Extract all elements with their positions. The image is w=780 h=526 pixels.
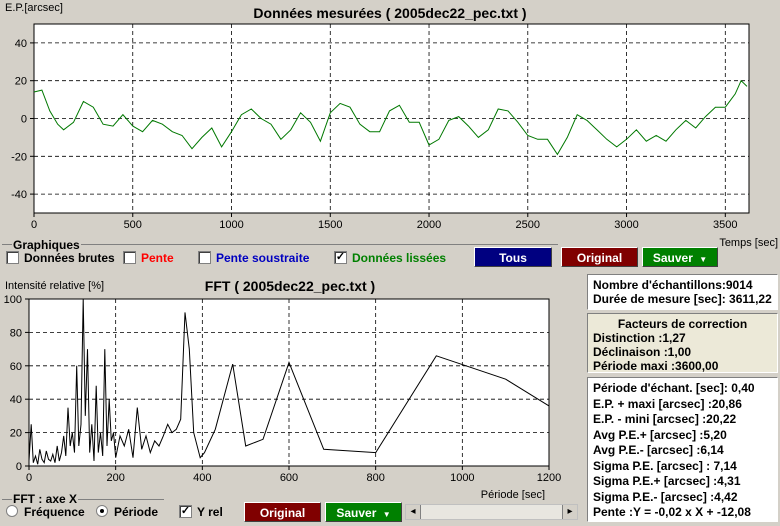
fft-ytick-label: 20 [10,428,22,440]
top-chart-ylabel: E.P.[arcsec] [5,2,63,14]
pente-checkbox[interactable]: Pente [123,250,174,265]
periode-maxi-value: Période maxi :3600,00 [593,359,719,373]
pente-box[interactable] [123,250,136,264]
fft-axis-group-label: FFT : axe X [12,492,79,506]
fft-xtick-label: 600 [280,472,298,484]
fft-xtick-label: 800 [366,472,384,484]
top-xtick-label: 1500 [318,219,342,231]
donnees-lissees-label: Données lissées [352,251,447,265]
ep-maxi: E.P. + maxi [arcsec] :20,86 [593,396,742,411]
top-xtick-label: 3500 [713,219,737,231]
top-ytick-label: -40 [11,189,27,201]
fft-chart-series-line [28,298,550,465]
sigma-pe-minus: Sigma P.E.- [arcsec] :4,42 [593,489,738,504]
samples-panel: Nombre d'échantillons:9014 Durée de mesu… [587,274,778,310]
fft-xtick-label: 1000 [450,472,474,484]
top-xtick-label: 2500 [516,219,540,231]
top-xtick-label: 2000 [417,219,441,231]
pente-soustraite-label: Pente soustraite [216,251,310,265]
original-button-fft[interactable]: Original [244,502,321,522]
frequence-radio-dot[interactable] [6,505,18,517]
periode-radio[interactable]: Période [96,505,158,519]
top-chart-grid [34,24,749,213]
periode-radio-dot[interactable] [96,505,108,517]
sigma-pe-plus: Sigma P.E.+ [arcsec] :4,31 [593,474,741,488]
measured-data-chart: 0 500 1000 1500 2000 2500 3000 350040200-20-40 … [5,2,778,249]
distinction-value: Distinction :1,27 [593,331,686,345]
stats-panel: Période d'échant. [sec]: 0,40 E.P. + max… [587,377,778,522]
yrel-checkbox[interactable]: ✓ Y rel [179,504,223,519]
measure-duration: Durée de mesure [sec]: 3611,22 [593,292,772,306]
fft-xtick-label: 400 [193,472,211,484]
fft-ytick-label: 40 [10,394,22,406]
fft-ytick-label: 100 [4,294,22,306]
original-button-top[interactable]: Original [561,247,638,267]
yrel-label: Y rel [197,505,223,519]
avg-pe-plus: Avg P.E.+ [arcsec] :5,20 [593,427,727,442]
sauver-button-top[interactable]: Sauver ▼ [642,247,718,267]
avg-pe-minus: Avg P.E.- [arcsec] :6,14 [593,443,724,457]
fft-xtick-label: 1200 [537,472,561,484]
top-chart-title: Données mesurées ( 2005dec22_pec.txt ) [253,5,526,21]
fft-xtick-label: 200 [106,472,124,484]
yrel-box[interactable]: ✓ [179,504,192,518]
sauver-label-top: Sauver [652,251,693,265]
sauver-label-fft: Sauver [336,506,377,520]
correction-title: Facteurs de correction [617,317,748,331]
top-chart-axis-ticks: 0 500 1000 1500 2000 2500 3000 3500 40 20 0 -20 -40 [11,38,737,231]
samples-count: Nombre d'échantillons:9014 [593,278,753,292]
sauver-button-fft[interactable]: Sauver ▼ [325,502,402,522]
periode-echant: Période d'échant. [sec]: 0,40 [593,381,755,395]
top-xtick-label: 0 [31,219,37,231]
top-ytick-label: 20 [15,76,27,88]
fft-ytick-label: 0 [16,461,22,473]
periode-label: Période [114,505,159,519]
tous-button[interactable]: Tous [474,247,552,267]
graphiques-group [2,244,558,273]
fft-chart-grid [29,299,549,466]
top-chart-xlabel: Temps [sec] [719,237,778,249]
frequence-radio[interactable]: Fréquence [6,505,85,519]
dropdown-arrow-icon: ▼ [699,255,708,264]
ep-mini: E.P. - mini [arcsec] :20,22 [593,412,737,426]
fft-xtick-label: 0 [26,472,32,484]
top-xtick-label: 1000 [219,219,243,231]
top-xtick-label: 3000 [614,219,638,231]
scroll-right-button[interactable]: ▸ [562,505,577,519]
donnees-lissees-box[interactable]: ✓ [334,250,347,264]
top-ytick-label: 40 [15,38,27,50]
sigma-pe: Sigma P.E. [arcsec] : 7,14 [593,458,737,473]
scroll-left-button[interactable]: ◂ [406,505,421,519]
donnees-brutes-box[interactable] [6,250,19,264]
fft-chart-title: FFT ( 2005dec22_pec.txt ) [205,278,375,294]
pente-label: Pente [141,251,174,265]
pente-soustraite-checkbox[interactable]: Pente soustraite [198,250,310,265]
fft-axis-group [2,499,164,524]
top-chart-series-line [33,79,748,156]
top-xtick-label: 500 [124,219,142,231]
correction-panel: Facteurs de correction Distinction :1,27… [587,313,778,373]
pente-equation: Pente :Y = -0,02 x X + -12,08 [593,505,751,519]
fft-chart-xlabel: Période [sec] [481,489,545,500]
declinaison-value: Déclinaison :1,00 [593,345,692,359]
top-ytick-label: 0 [21,114,27,126]
fft-chart-ylabel: Intensité relative [%] [5,280,104,292]
fft-ytick-label: 80 [10,327,22,339]
pente-soustraite-box[interactable] [198,250,211,264]
fft-scrollbar[interactable]: ◂ ▸ [405,504,578,520]
dropdown-arrow-icon: ▼ [382,510,391,519]
frequence-label: Fréquence [24,505,85,519]
top-ytick-label: -20 [11,151,27,163]
donnees-brutes-label: Données brutes [24,251,115,265]
donnees-brutes-checkbox[interactable]: Données brutes [6,250,115,265]
donnees-lissees-checkbox[interactable]: ✓ Données lissées [334,250,447,265]
graphiques-label: Graphiques [12,238,81,252]
fft-ytick-label: 60 [10,361,22,373]
